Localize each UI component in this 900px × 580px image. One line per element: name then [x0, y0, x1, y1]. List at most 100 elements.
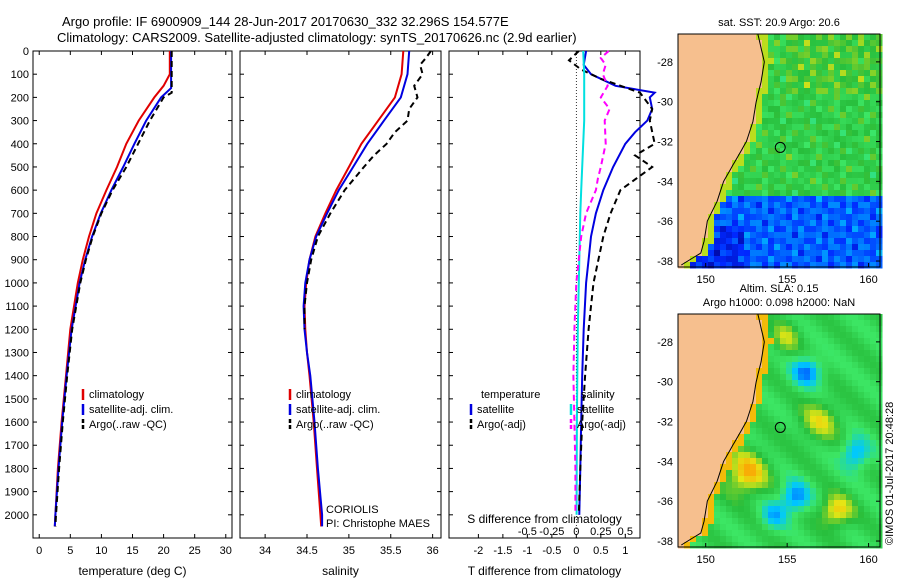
map-cell	[744, 118, 751, 125]
map-cell	[738, 208, 745, 215]
map-cell	[780, 52, 787, 59]
map-cell	[852, 40, 859, 47]
map-cell	[690, 428, 697, 435]
map-cell	[834, 416, 841, 423]
map-cell	[816, 386, 823, 393]
map-cell	[810, 410, 817, 417]
map-cell	[804, 320, 811, 327]
map-cell	[822, 542, 829, 549]
map-cell	[816, 362, 823, 369]
map-cell	[816, 124, 823, 131]
map-cell	[738, 94, 745, 101]
map-cell	[792, 34, 799, 41]
map-cell	[750, 106, 757, 113]
map-cell	[678, 184, 685, 191]
map-cell	[738, 350, 745, 357]
map-cell	[816, 452, 823, 459]
map-cell	[744, 488, 751, 495]
map-cell	[762, 226, 769, 233]
map-cell	[732, 464, 739, 471]
map-cell	[870, 238, 877, 245]
map-cell	[702, 100, 709, 107]
map-cell	[678, 356, 685, 363]
map-cell	[852, 392, 859, 399]
map-cell	[840, 362, 847, 369]
lat-tick-label: -36	[657, 216, 673, 228]
map-cell	[690, 440, 697, 447]
map-cell	[822, 338, 829, 345]
map-cell	[720, 530, 727, 537]
map-cell	[684, 410, 691, 417]
map-cell	[738, 142, 745, 149]
map-cell	[756, 34, 763, 41]
map-cell	[708, 344, 715, 351]
map-cell	[732, 184, 739, 191]
map-cell	[870, 362, 877, 369]
map-cell	[798, 154, 805, 161]
lat-tick-label: -34	[657, 176, 673, 188]
map-cell	[864, 100, 871, 107]
map-cell	[708, 238, 715, 245]
map-cell	[750, 524, 757, 531]
map-cell	[738, 506, 745, 513]
map-cell	[822, 70, 829, 77]
map-cell	[840, 238, 847, 245]
map-cell	[750, 326, 757, 333]
map-cell	[744, 326, 751, 333]
map-cell	[774, 244, 781, 251]
legend-title-temperature: temperature	[481, 389, 540, 401]
map-cell	[792, 166, 799, 173]
map-cell	[870, 208, 877, 215]
map-cell	[732, 172, 739, 179]
map-cell	[858, 34, 865, 41]
map-cell	[828, 46, 835, 53]
map-cell	[750, 422, 757, 429]
map-cell	[702, 422, 709, 429]
map-cell	[798, 118, 805, 125]
map-cell	[744, 154, 751, 161]
map-cell	[690, 446, 697, 453]
map-cell	[804, 118, 811, 125]
map-cell	[816, 350, 823, 357]
map-cell	[774, 82, 781, 89]
map-cell	[798, 100, 805, 107]
map-cell	[726, 136, 733, 143]
map-cell	[816, 58, 823, 65]
map-cell	[828, 118, 835, 125]
map-cell	[732, 46, 739, 53]
map-cell	[792, 136, 799, 143]
map-cell	[822, 184, 829, 191]
map-cell	[708, 88, 715, 95]
map-cell	[792, 238, 799, 245]
map-cell	[726, 124, 733, 131]
map-cell	[828, 500, 835, 507]
map-cell	[714, 208, 721, 215]
map-cell	[846, 470, 853, 477]
y-tick-label: 900	[11, 255, 29, 267]
map-cell	[780, 154, 787, 161]
map-cell	[876, 530, 883, 537]
map-cell	[684, 172, 691, 179]
x-tick-label: 35	[343, 545, 355, 557]
map-cell	[834, 250, 841, 257]
map-cell	[690, 190, 697, 197]
map-cell	[708, 518, 715, 525]
map-cell	[720, 196, 727, 203]
map-cell	[876, 34, 883, 41]
map-cell	[786, 172, 793, 179]
map-cell	[774, 172, 781, 179]
map-cell	[756, 208, 763, 215]
map-cell	[774, 190, 781, 197]
map-cell	[804, 226, 811, 233]
map-cell	[780, 178, 787, 185]
map-cell	[684, 446, 691, 453]
map-cell	[744, 214, 751, 221]
map-cell	[762, 106, 769, 113]
map-cell	[846, 124, 853, 131]
map-cell	[840, 94, 847, 101]
map-cell	[840, 154, 847, 161]
map-cell	[834, 494, 841, 501]
map-cell	[834, 530, 841, 537]
map-cell	[810, 470, 817, 477]
map-cell	[834, 262, 841, 269]
